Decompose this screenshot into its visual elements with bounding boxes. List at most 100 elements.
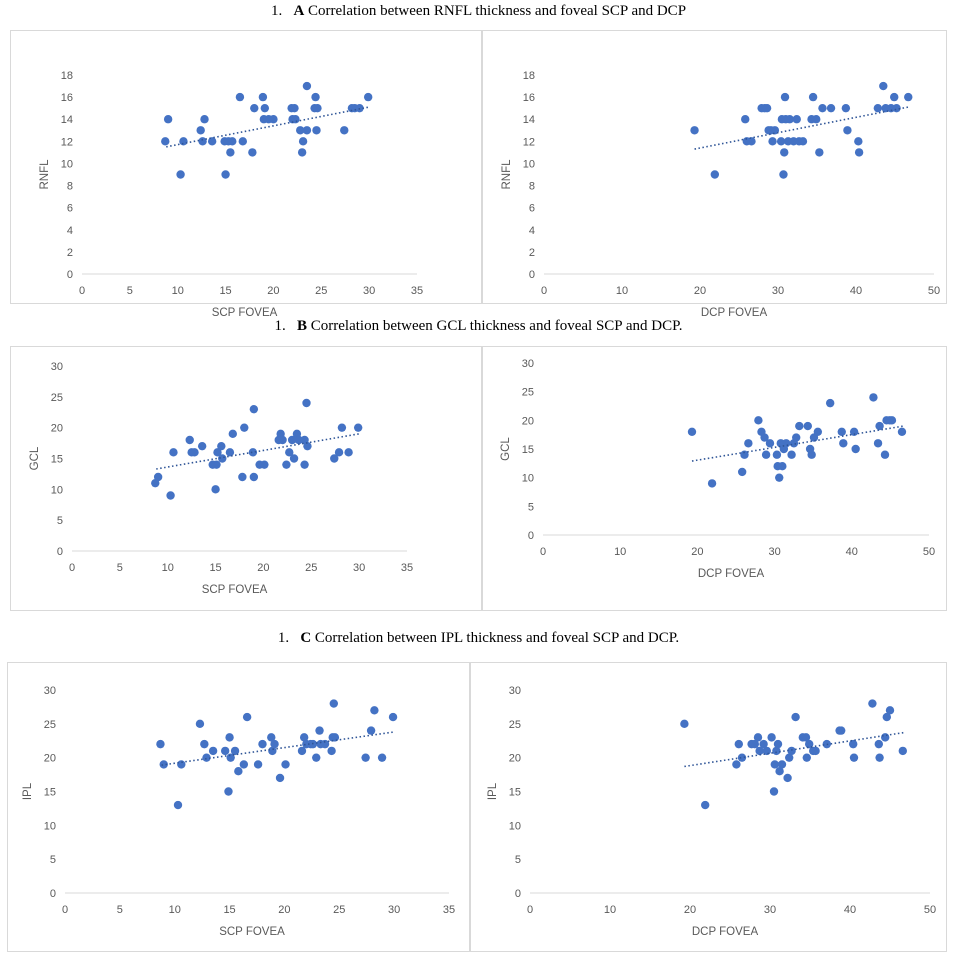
y-tick-label: 0 <box>515 888 521 900</box>
data-point <box>299 733 309 742</box>
data-point <box>217 441 226 451</box>
x-tick-label: 50 <box>924 904 936 916</box>
data-point <box>787 746 796 756</box>
data-point <box>258 92 268 102</box>
data-point <box>778 462 787 471</box>
data-point <box>200 115 209 124</box>
y-tick-label: 30 <box>51 361 63 373</box>
data-point <box>161 137 170 146</box>
data-point <box>228 429 237 439</box>
data-point <box>329 699 338 708</box>
data-point <box>313 103 322 113</box>
data-point <box>792 433 801 442</box>
data-point <box>898 746 907 756</box>
data-point <box>803 421 812 431</box>
scatter-chart-gcl-dcp: 0 5 10 15 20 25 30 0 10 20 30 40 50 DCP FOVEA GCL <box>500 358 935 580</box>
data-point <box>801 733 811 742</box>
data-point <box>302 126 312 135</box>
x-tick-label: 5 <box>117 562 123 574</box>
data-point <box>302 81 312 91</box>
data-point <box>297 746 307 756</box>
data-point <box>197 441 207 451</box>
data-point <box>297 148 307 157</box>
data-point <box>330 454 339 463</box>
data-point <box>875 753 884 762</box>
x-tick-label: 25 <box>305 562 317 574</box>
x-tick-label: 10 <box>169 904 181 916</box>
data-point <box>754 416 763 425</box>
section-number: 1. <box>277 630 290 646</box>
data-point <box>196 126 205 135</box>
y-tick-label: 10 <box>523 158 535 170</box>
data-point <box>366 726 376 735</box>
data-point <box>377 753 387 762</box>
y-tick-label: 10 <box>522 473 534 485</box>
data-point <box>344 448 353 457</box>
data-point <box>179 137 188 146</box>
data-point <box>312 753 321 762</box>
data-point <box>250 103 259 113</box>
data-point <box>690 126 699 135</box>
x-tick-label: 20 <box>694 285 706 297</box>
x-tick-label: 40 <box>846 546 858 558</box>
section-letter: B <box>296 318 307 334</box>
data-point <box>253 760 263 769</box>
chart-panel-b-dcp: 0 5 10 15 20 25 30 0 10 20 30 40 50 DCP FOVEA GCL <box>482 346 947 611</box>
data-point <box>740 450 749 459</box>
x-tick-label: 0 <box>540 546 546 558</box>
y-tick-label: 14 <box>523 114 535 126</box>
data-point <box>238 472 247 482</box>
y-tick-label: 2 <box>67 247 73 259</box>
data-point <box>249 472 259 482</box>
data-point <box>762 103 772 113</box>
data-point <box>269 115 278 124</box>
data-point <box>687 427 697 436</box>
x-tick-label: 30 <box>768 546 780 558</box>
data-point <box>890 92 899 102</box>
x-tick-label: 20 <box>278 904 290 916</box>
data-point <box>248 448 258 457</box>
data-point <box>289 454 299 463</box>
y-axis-title: RNFL <box>39 159 51 190</box>
data-point <box>173 800 183 810</box>
data-point <box>795 421 804 431</box>
data-point <box>235 92 245 102</box>
data-point <box>737 467 747 477</box>
y-tick-label: 30 <box>44 685 56 697</box>
x-tick-label: 0 <box>62 904 68 916</box>
data-point <box>807 450 816 459</box>
data-point <box>851 444 860 454</box>
x-tick-label: 15 <box>223 904 235 916</box>
data-point <box>818 103 827 113</box>
data-point <box>267 733 276 742</box>
x-tick-label: 5 <box>117 904 123 916</box>
data-point <box>812 115 821 124</box>
data-point <box>839 439 848 448</box>
data-point <box>238 137 247 146</box>
trendline <box>684 731 904 768</box>
x-tick-label: 0 <box>79 285 85 297</box>
data-point <box>248 148 257 157</box>
data-point <box>734 739 743 749</box>
data-point <box>334 448 344 457</box>
x-tick-label: 40 <box>844 904 856 916</box>
data-point <box>207 137 217 146</box>
data-point <box>897 427 907 436</box>
chart-panel-a-dcp: 0 2 4 6 8 10 12 14 16 18 0 10 20 30 40 50 DCP FOVEA RNFL <box>482 30 947 319</box>
scatter-chart-ipl-dcp: 0 5 10 15 20 25 30 0 10 20 30 40 50 DCP FOVEA IPL <box>487 685 936 938</box>
data-point <box>760 433 769 442</box>
y-tick-label: 5 <box>50 854 56 866</box>
data-point <box>762 746 771 756</box>
data-point <box>226 148 235 157</box>
data-point <box>169 448 178 457</box>
x-tick-label: 50 <box>928 285 940 297</box>
y-tick-label: 18 <box>61 70 73 82</box>
data-point <box>869 393 878 402</box>
x-tick-label: 0 <box>69 562 75 574</box>
data-point <box>787 450 796 459</box>
data-point <box>153 472 163 482</box>
x-axis-title: SCP FOVEA <box>212 307 278 319</box>
data-point <box>270 739 279 749</box>
data-point <box>281 760 290 769</box>
data-point <box>776 137 786 146</box>
